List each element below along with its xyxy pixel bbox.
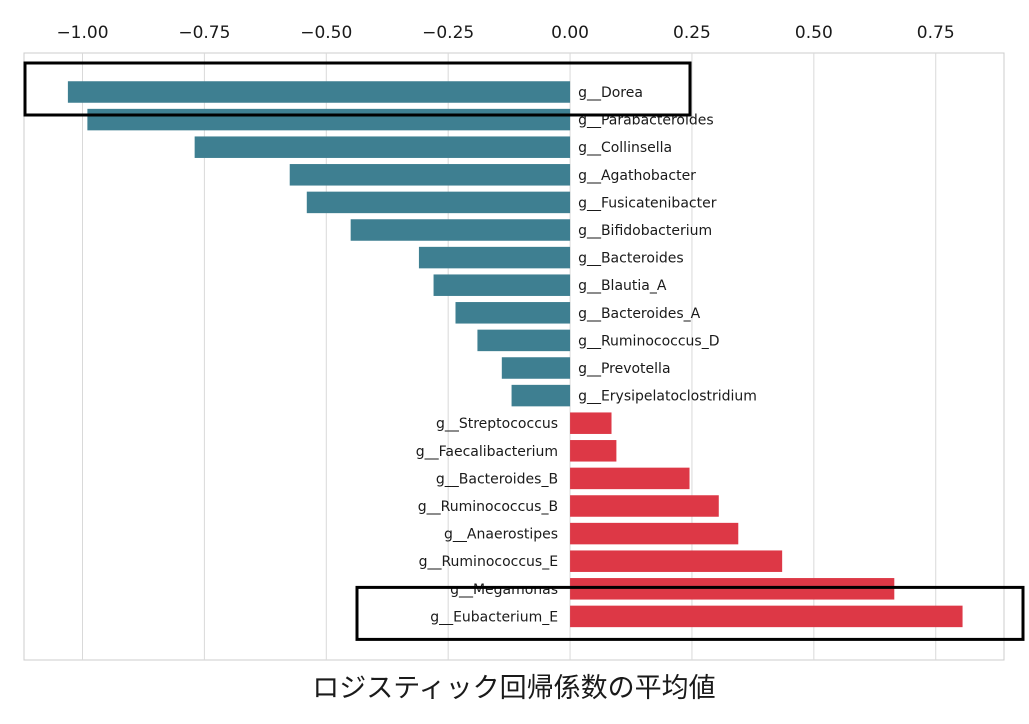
category-label: g__Ruminococcus_B xyxy=(418,499,558,515)
bar xyxy=(455,302,571,324)
bar xyxy=(418,246,571,269)
category-label: g__Bacteroides_A xyxy=(578,306,701,322)
category-label: g__Collinsella xyxy=(578,140,672,156)
category-label: g__Parabacteroides xyxy=(578,113,714,129)
bar xyxy=(289,164,571,186)
highlight-box xyxy=(23,61,692,117)
x-axis-title: ロジスティック回帰係数の平均値 xyxy=(312,673,715,704)
bar xyxy=(87,108,571,131)
category-labels: g__Dorea g__Parabacteroides g__Collinsella… xyxy=(416,85,757,625)
category-label: g__Faecalibacterium xyxy=(416,444,558,460)
category-label: g__Prevotella xyxy=(578,361,670,377)
category-label: g__Bifidobacterium xyxy=(578,223,712,239)
bar xyxy=(501,357,571,379)
category-label: g__Eubacterium_E xyxy=(430,609,558,625)
bar xyxy=(433,274,571,296)
bar xyxy=(570,605,963,628)
category-label: g__Anaerostipes xyxy=(444,527,558,543)
category-label: g__Bacteroides xyxy=(578,251,684,267)
bar xyxy=(67,81,571,103)
x-tick-label: 0.00 xyxy=(551,23,589,43)
category-label: g__Agathobacter xyxy=(578,168,696,184)
category-label: g__Bacteroides_B xyxy=(436,471,558,487)
category-label: g__Ruminococcus_E xyxy=(419,554,559,570)
bar xyxy=(477,329,571,352)
bar xyxy=(570,467,690,490)
x-tick-label: −0.75 xyxy=(178,23,230,43)
category-label: g__Erysipelatoclostridium xyxy=(578,389,757,405)
bar xyxy=(570,495,719,517)
bar xyxy=(511,384,571,407)
x-tick-label: 0.25 xyxy=(673,23,711,43)
x-tick-label: −1.00 xyxy=(56,23,108,43)
x-axis-ticks: −1.00 −0.75 −0.50 −0.25 0.00 0.25 0.50 0.75 xyxy=(56,23,954,43)
category-label: g__Ruminococcus_D xyxy=(578,333,719,349)
bar xyxy=(570,440,617,462)
category-label: g__Blautia_A xyxy=(578,278,667,294)
category-label: g__Fusicatenibacter xyxy=(578,195,717,211)
bar xyxy=(570,412,612,434)
highlight-boxes xyxy=(23,61,1025,641)
bar xyxy=(570,522,739,545)
x-tick-label: 0.50 xyxy=(795,23,833,43)
bars xyxy=(67,81,963,628)
category-label: g__Streptococcus xyxy=(436,416,558,432)
bar xyxy=(194,136,571,158)
highlight-box xyxy=(355,585,1025,641)
category-label: g__Megamonas xyxy=(450,582,558,598)
x-tick-label: −0.25 xyxy=(422,23,474,43)
x-tick-label: −0.50 xyxy=(300,23,352,43)
category-label: g__Dorea xyxy=(578,85,643,101)
x-tick-label: 0.75 xyxy=(917,23,955,43)
bar xyxy=(350,219,571,241)
bar xyxy=(570,550,783,572)
bar xyxy=(306,191,571,214)
